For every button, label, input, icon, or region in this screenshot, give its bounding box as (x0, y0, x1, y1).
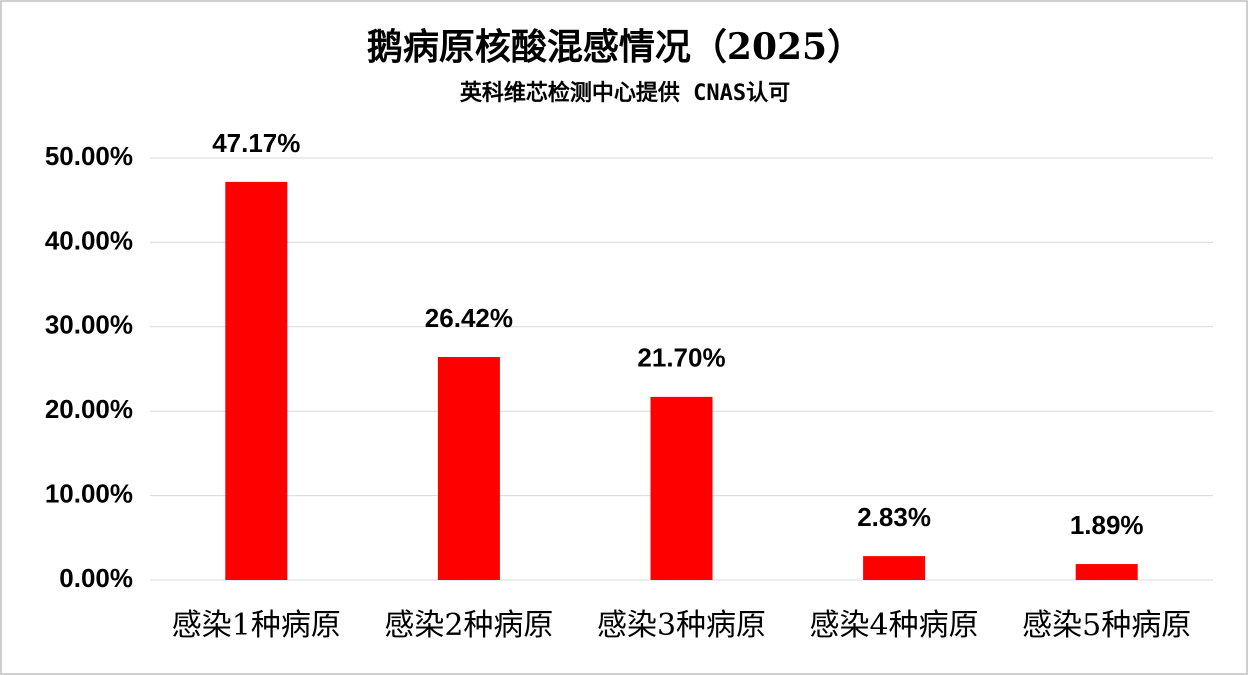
value-label: 47.17% (212, 128, 300, 158)
bar (1075, 564, 1138, 580)
y-tick-label: 30.00% (45, 310, 133, 340)
x-tick-label: 感染3种病原 (597, 608, 766, 643)
value-label: 21.70% (637, 343, 725, 373)
x-tick-label: 感染1种病原 (172, 608, 341, 643)
chart-title: 鹅病原核酸混感情况（2025） (367, 26, 863, 68)
y-tick-label: 40.00% (45, 225, 133, 255)
y-tick-label: 10.00% (45, 478, 133, 508)
bar (863, 556, 926, 580)
bar (437, 357, 500, 580)
bar (650, 396, 713, 580)
value-label: 2.83% (857, 502, 931, 532)
y-tick-label: 0.00% (59, 563, 133, 593)
x-tick-label: 感染5种病原 (1022, 608, 1191, 643)
value-label: 26.42% (425, 303, 513, 333)
y-tick-label: 50.00% (45, 141, 133, 171)
x-tick-label: 感染2种病原 (384, 608, 553, 643)
bar (225, 181, 288, 580)
chart-subtitle: 英科维芯检测中心提供 CNAS认可 (460, 80, 790, 106)
x-tick-label: 感染4种病原 (810, 608, 979, 643)
value-label: 1.89% (1070, 510, 1144, 540)
y-tick-label: 20.00% (45, 394, 133, 424)
